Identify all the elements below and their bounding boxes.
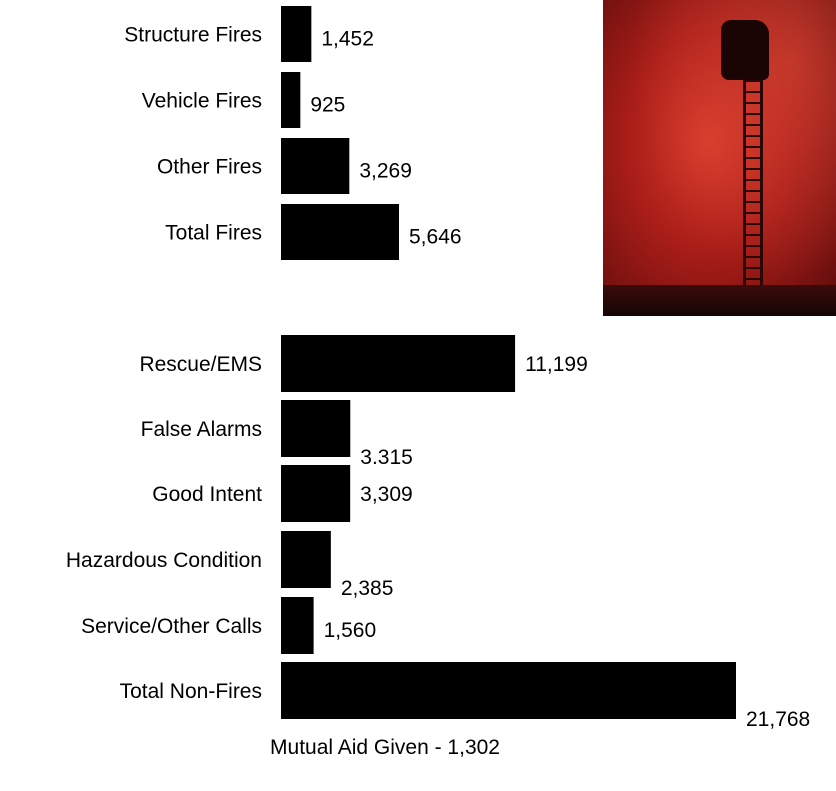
bar-service-other-calls [281, 597, 314, 654]
bar-vehicle-fires [281, 72, 301, 128]
fire-truck-silhouette [603, 285, 836, 316]
category-label-vehicle-fires: Vehicle Fires [142, 90, 262, 113]
category-label-total-fires: Total Fires [165, 222, 262, 245]
value-label-false-alarms: 3.315 [360, 446, 413, 469]
value-label-service-other-calls: 1,560 [324, 619, 377, 642]
fire-ladder-photo [603, 0, 836, 316]
value-label-good-intent: 3,309 [360, 483, 413, 506]
category-label-service-other-calls: Service/Other Calls [81, 615, 262, 638]
value-label-structure-fires: 1,452 [321, 28, 374, 51]
ladder-bucket [721, 20, 769, 80]
category-label-structure-fires: Structure Fires [124, 24, 262, 47]
bar-total-non-fires [281, 662, 736, 719]
aerial-ladder [743, 80, 763, 290]
value-label-total-non-fires: 21,768 [746, 708, 810, 731]
bar-other-fires [281, 138, 350, 194]
category-label-good-intent: Good Intent [152, 483, 262, 506]
category-label-rescue-ems: Rescue/EMS [139, 353, 262, 376]
bar-total-fires [281, 204, 400, 260]
bar-false-alarms [281, 400, 351, 457]
value-label-hazardous-condition: 2,385 [341, 577, 394, 600]
category-label-hazardous-condition: Hazardous Condition [66, 549, 262, 572]
value-label-vehicle-fires: 925 [310, 94, 345, 117]
mutual-aid-footnote: Mutual Aid Given - 1,302 [270, 736, 500, 759]
bar-rescue-ems [281, 335, 516, 392]
bar-structure-fires [281, 6, 312, 62]
photo-glow [603, 0, 836, 316]
value-label-other-fires: 3,269 [359, 160, 412, 183]
bar-hazardous-condition [281, 531, 331, 588]
value-label-total-fires: 5,646 [409, 226, 462, 249]
value-label-rescue-ems: 11,199 [525, 353, 588, 376]
category-label-total-non-fires: Total Non-Fires [120, 680, 262, 703]
category-label-other-fires: Other Fires [157, 156, 262, 179]
category-label-false-alarms: False Alarms [141, 418, 262, 441]
bar-good-intent [281, 465, 351, 522]
